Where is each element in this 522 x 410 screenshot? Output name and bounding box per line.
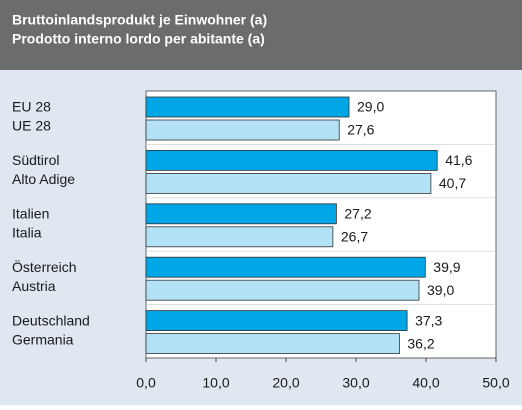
x-tick-label: 30,0 bbox=[342, 375, 369, 391]
category-label: UE 28 bbox=[12, 118, 51, 134]
category-label: Italia bbox=[12, 225, 42, 241]
category-label: EU 28 bbox=[12, 99, 51, 115]
x-tick-label: 0,0 bbox=[136, 375, 156, 391]
category-label: Alto Adige bbox=[12, 171, 75, 187]
value-label: 36,2 bbox=[407, 335, 434, 351]
header bbox=[0, 0, 522, 70]
chart-subtitle: Prodotto interno lordo per abitante (a) bbox=[12, 31, 265, 47]
x-tick-label: 10,0 bbox=[202, 375, 229, 391]
value-label: 27,6 bbox=[347, 122, 374, 138]
chart-title: Bruttoinlandsprodukt je Einwohner (a) bbox=[12, 12, 267, 28]
category-label: Austria bbox=[12, 278, 56, 294]
x-tick-label: 20,0 bbox=[272, 375, 299, 391]
bar bbox=[145, 256, 426, 278]
value-label: 40,7 bbox=[439, 175, 466, 191]
bar bbox=[145, 96, 350, 118]
bar bbox=[145, 172, 432, 194]
value-label: 26,7 bbox=[341, 229, 368, 245]
bar bbox=[145, 119, 340, 141]
category-label: Südtirol bbox=[12, 152, 59, 168]
value-label: 39,9 bbox=[433, 259, 460, 275]
bar bbox=[145, 226, 334, 248]
value-label: 37,3 bbox=[415, 312, 442, 328]
value-label: 27,2 bbox=[344, 206, 371, 222]
bar bbox=[145, 333, 400, 355]
bar bbox=[145, 310, 408, 332]
value-label: 39,0 bbox=[427, 282, 454, 298]
value-label: 29,0 bbox=[357, 99, 384, 115]
x-tick-label: 40,0 bbox=[412, 375, 439, 391]
value-label: 41,6 bbox=[445, 152, 472, 168]
category-label: Deutschland bbox=[12, 312, 90, 328]
x-tick-label: 50,0 bbox=[482, 375, 509, 391]
bar bbox=[145, 279, 420, 301]
category-label: Germania bbox=[12, 331, 74, 347]
bar bbox=[145, 149, 438, 171]
bar bbox=[145, 203, 337, 225]
category-label: Österreich bbox=[12, 258, 77, 275]
category-label: Italien bbox=[12, 206, 49, 222]
